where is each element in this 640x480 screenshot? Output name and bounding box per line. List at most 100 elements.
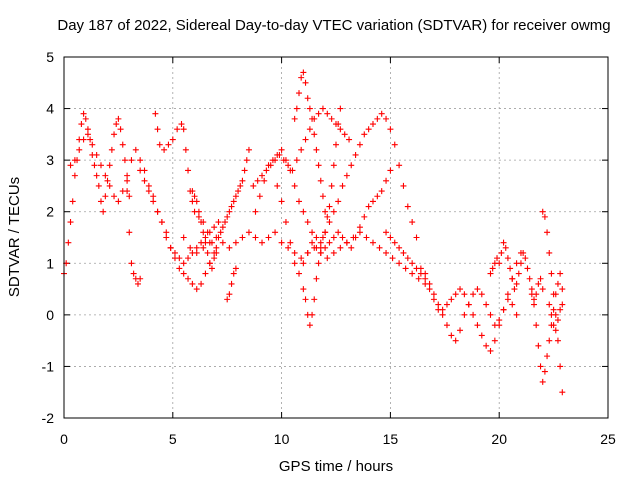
data-point	[67, 219, 74, 226]
data-point	[550, 306, 557, 313]
data-point	[108, 146, 115, 153]
data-point	[313, 275, 320, 282]
data-point	[245, 229, 252, 236]
data-point	[137, 167, 144, 174]
data-point	[250, 182, 257, 189]
data-point	[300, 286, 307, 293]
data-point	[71, 157, 78, 164]
data-point	[322, 229, 329, 236]
data-point	[309, 311, 316, 318]
series-track-9	[250, 105, 353, 189]
data-point	[361, 213, 368, 220]
data-point	[189, 188, 196, 195]
data-point	[541, 368, 548, 375]
data-point	[193, 198, 200, 205]
data-point	[291, 115, 298, 122]
data-point	[300, 260, 307, 267]
data-point	[128, 260, 135, 267]
data-point	[426, 280, 433, 287]
data-point	[124, 177, 131, 184]
data-point	[293, 105, 300, 112]
data-point	[557, 363, 564, 370]
data-point	[230, 198, 237, 205]
data-point	[291, 249, 298, 256]
data-point	[84, 131, 91, 138]
data-point	[226, 244, 233, 251]
data-point	[265, 234, 272, 241]
data-point	[302, 296, 309, 303]
data-point	[559, 301, 566, 308]
data-point	[528, 286, 535, 293]
data-point	[111, 193, 118, 200]
data-point	[322, 244, 329, 251]
series-track-19	[546, 301, 566, 334]
data-point	[409, 260, 416, 267]
data-point	[513, 280, 520, 287]
data-point	[278, 146, 285, 153]
data-point	[180, 234, 187, 241]
data-point	[330, 249, 337, 256]
data-point	[102, 172, 109, 179]
data-point	[430, 296, 437, 303]
data-point	[337, 244, 344, 251]
data-point	[145, 182, 152, 189]
data-point	[470, 311, 477, 318]
data-point	[219, 224, 226, 231]
data-point	[330, 162, 337, 169]
data-point	[443, 301, 450, 308]
data-point	[557, 270, 564, 277]
data-point	[239, 177, 246, 184]
data-point	[439, 306, 446, 313]
data-point	[91, 162, 98, 169]
data-point	[150, 198, 157, 205]
series-track-1	[61, 110, 133, 277]
data-point	[119, 141, 126, 148]
data-point	[228, 280, 235, 287]
data-point	[180, 270, 187, 277]
y-tick-label: 1	[46, 255, 54, 271]
data-point	[404, 203, 411, 210]
data-point	[550, 291, 557, 298]
data-point	[546, 337, 553, 344]
data-point	[409, 219, 416, 226]
data-point	[509, 275, 516, 282]
data-point	[387, 234, 394, 241]
data-point	[302, 79, 309, 86]
data-point	[361, 131, 368, 138]
data-point	[208, 265, 215, 272]
data-point	[306, 126, 313, 133]
data-point	[302, 136, 309, 143]
data-point	[128, 157, 135, 164]
data-point	[439, 311, 446, 318]
data-point	[500, 306, 507, 313]
data-point	[346, 136, 353, 143]
data-point	[259, 172, 266, 179]
series-track-2	[67, 131, 222, 267]
data-point	[535, 342, 542, 349]
data-point	[171, 255, 178, 262]
data-point	[535, 280, 542, 287]
data-point	[330, 208, 337, 215]
data-point	[306, 105, 313, 112]
data-point	[200, 229, 207, 236]
data-point	[306, 322, 313, 329]
data-point	[185, 167, 192, 174]
data-point	[224, 296, 231, 303]
data-point	[426, 286, 433, 293]
data-point	[339, 182, 346, 189]
data-point	[252, 208, 259, 215]
data-point	[317, 177, 324, 184]
data-point	[341, 131, 348, 138]
data-point	[76, 146, 83, 153]
data-point	[237, 182, 244, 189]
data-point	[363, 234, 370, 241]
data-point	[470, 291, 477, 298]
data-point	[317, 249, 324, 256]
data-point	[265, 162, 272, 169]
data-point	[213, 234, 220, 241]
data-point	[254, 177, 261, 184]
data-point	[69, 198, 76, 205]
data-point	[496, 260, 503, 267]
data-point	[317, 239, 324, 246]
